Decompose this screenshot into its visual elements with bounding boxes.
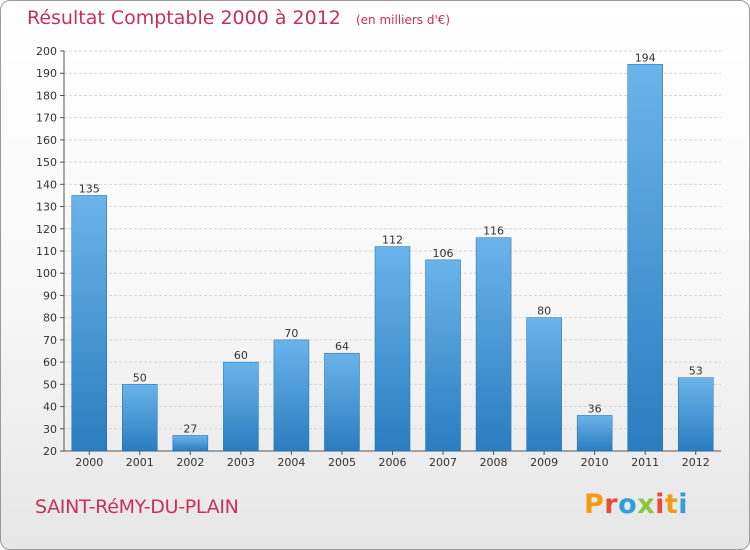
x-tick-label: 2005 xyxy=(328,456,356,469)
y-tick-label: 170 xyxy=(36,112,57,125)
y-tick-label: 180 xyxy=(36,89,57,102)
bar-value-label: 135 xyxy=(79,182,100,195)
y-tick-label: 160 xyxy=(36,134,57,147)
chart-subtitle: (en milliers d'€) xyxy=(355,13,451,27)
y-tick-label: 200 xyxy=(36,45,57,58)
bar-2012 xyxy=(677,377,714,452)
logo-letter: x xyxy=(637,489,656,520)
bar-value-label: 116 xyxy=(483,225,504,238)
y-tick-label: 40 xyxy=(43,401,57,414)
bar-value-label: 106 xyxy=(433,247,454,260)
logo-letter: t xyxy=(664,489,679,520)
bar-value-label: 60 xyxy=(234,349,248,362)
bar-value-label: 27 xyxy=(183,422,197,435)
bar-value-label: 50 xyxy=(133,371,147,384)
bar-value-label: 70 xyxy=(284,327,298,340)
bar-value-label: 64 xyxy=(335,340,349,353)
title-row: Résultat Comptable 2000 à 2012 (en milli… xyxy=(27,7,450,29)
bar-2006 xyxy=(374,246,411,452)
y-tick-label: 130 xyxy=(36,201,57,214)
x-tick-label: 2004 xyxy=(277,456,305,469)
y-tick-label: 120 xyxy=(36,223,57,236)
y-tick-label: 150 xyxy=(36,156,57,169)
bar-chart: 20 30 40 50 60 70 80 90 100 110 120 130 140 150 160 170… xyxy=(36,45,721,469)
x-tick-label: 2011 xyxy=(631,456,659,469)
y-tick-label: 110 xyxy=(36,245,57,258)
y-tick-label: 190 xyxy=(36,67,57,80)
x-tick-label: 2010 xyxy=(581,456,609,469)
y-tick-label: 140 xyxy=(36,178,57,191)
x-tick-label: 2007 xyxy=(429,456,457,469)
x-tick-label: 2006 xyxy=(379,456,407,469)
x-tick-label: 2012 xyxy=(682,456,710,469)
bar-value-label: 36 xyxy=(588,402,602,415)
bar-value-label: 194 xyxy=(635,51,656,64)
bar-value-label: 53 xyxy=(689,365,703,378)
bar-2005 xyxy=(324,352,360,452)
y-tick-label: 20 xyxy=(43,445,57,458)
logo-letter: o xyxy=(618,489,638,520)
bar-2010 xyxy=(576,415,613,452)
y-tick-label: 70 xyxy=(43,334,57,347)
bar-2000 xyxy=(71,195,108,452)
y-tick-label: 90 xyxy=(43,289,57,302)
bar-value-label: 112 xyxy=(382,234,403,247)
bar-2001 xyxy=(122,384,158,452)
bar-2011 xyxy=(627,64,663,452)
x-tick-label: 2001 xyxy=(126,456,154,469)
bar-2004 xyxy=(273,339,310,452)
x-tick-label: 2003 xyxy=(227,456,255,469)
x-tick-label: 2009 xyxy=(530,456,558,469)
bar-2007 xyxy=(425,259,461,452)
logo-letter: i xyxy=(655,489,665,520)
x-tick-label: 2000 xyxy=(75,456,103,469)
y-tick-label: 60 xyxy=(43,356,57,369)
y-tick-label: 80 xyxy=(43,312,57,325)
x-tick-label: 2008 xyxy=(480,456,508,469)
bar-2009 xyxy=(526,317,562,452)
x-tick-label: 2002 xyxy=(176,456,204,469)
y-tick-label: 100 xyxy=(36,267,57,280)
y-tick-label: 50 xyxy=(43,378,57,391)
bar-value-label: 80 xyxy=(537,305,551,318)
y-tick-label: 30 xyxy=(43,423,57,436)
bar-2002 xyxy=(172,435,209,452)
logo-letter: i xyxy=(678,489,689,520)
chart-title: Résultat Comptable 2000 à 2012 xyxy=(27,7,341,29)
bar-2003 xyxy=(223,361,259,452)
bar-2008 xyxy=(475,237,512,452)
logo-letter: r xyxy=(604,489,619,520)
place-name: SAINT-RéMY-DU-PLAIN xyxy=(35,496,239,518)
logo-letter: P xyxy=(584,489,605,520)
